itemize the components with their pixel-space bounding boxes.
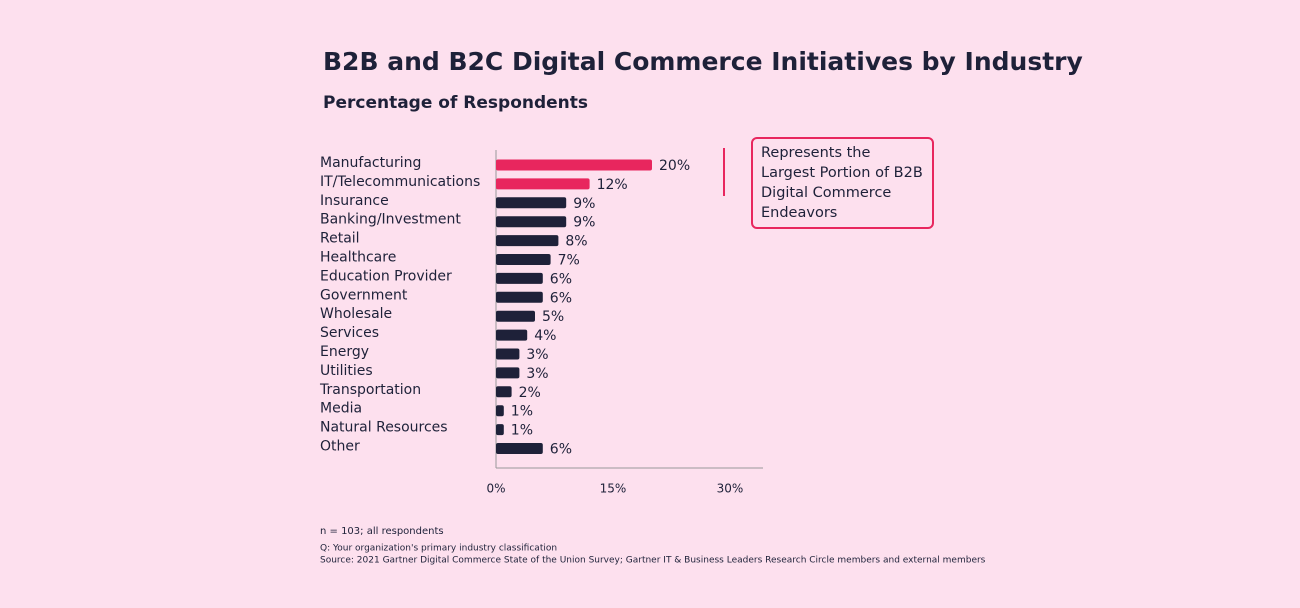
value-label: 12%	[597, 177, 628, 193]
bar	[496, 367, 520, 379]
value-label: 1%	[511, 404, 533, 420]
y-tick-label: Government	[320, 287, 408, 303]
chart-subtitle: Percentage of Respondents	[323, 93, 588, 113]
y-tick-label: Manufacturing	[320, 155, 421, 171]
footnote: Source: 2021 Gartner Digital Commerce St…	[320, 556, 986, 566]
bar	[496, 216, 567, 228]
y-tick-label: IT/Telecommunications	[320, 174, 480, 190]
y-tick-label: Natural Resources	[320, 420, 448, 436]
y-tick-label: Education Provider	[320, 268, 452, 284]
footnote: n = 103; all respondents	[320, 526, 444, 537]
y-tick-label: Insurance	[320, 193, 389, 209]
bar	[496, 443, 543, 454]
x-tick-label: 30%	[717, 482, 744, 496]
footnote: Q: Your organization's primary industry …	[320, 544, 557, 554]
bar	[496, 235, 559, 247]
value-label: 6%	[550, 271, 572, 287]
value-label: 9%	[573, 196, 595, 212]
y-tick-label: Retail	[320, 231, 360, 247]
bar	[496, 159, 652, 171]
y-tick-label: Media	[320, 401, 362, 417]
bar	[496, 272, 543, 284]
bar	[496, 254, 551, 265]
value-label: 20%	[659, 158, 690, 174]
bar	[496, 348, 520, 360]
value-label: 3%	[526, 347, 548, 363]
y-tick-label: Transportation	[319, 382, 421, 398]
bar	[496, 178, 590, 190]
y-tick-label: Services	[320, 325, 379, 341]
value-label: 8%	[565, 234, 587, 250]
y-tick-label: Wholesale	[320, 306, 392, 322]
value-label: 2%	[519, 385, 541, 401]
y-tick-label: Banking/Investment	[320, 212, 461, 228]
y-tick-label: Utilities	[320, 363, 373, 379]
value-label: 6%	[550, 442, 572, 458]
x-tick-label: 15%	[600, 482, 627, 496]
value-label: 4%	[534, 328, 556, 344]
y-tick-label: Other	[320, 439, 360, 455]
bar	[496, 291, 543, 303]
value-label: 5%	[542, 309, 564, 325]
chart-title: B2B and B2C Digital Commerce Initiatives…	[323, 47, 1083, 76]
bar	[496, 310, 535, 322]
x-tick-label: 0%	[486, 482, 505, 496]
value-label: 3%	[526, 366, 548, 382]
value-label: 9%	[573, 215, 595, 231]
value-label: 6%	[550, 290, 572, 306]
y-tick-label: Healthcare	[320, 250, 396, 266]
annotation: Represents the Largest Portion of B2B Di…	[751, 137, 934, 229]
value-label: 1%	[511, 423, 533, 439]
bar	[496, 424, 504, 436]
bar	[496, 386, 512, 398]
bar	[496, 329, 528, 341]
y-tick-label: Energy	[320, 344, 369, 360]
bar	[496, 405, 504, 417]
bar	[496, 197, 567, 209]
value-label: 7%	[558, 253, 580, 269]
